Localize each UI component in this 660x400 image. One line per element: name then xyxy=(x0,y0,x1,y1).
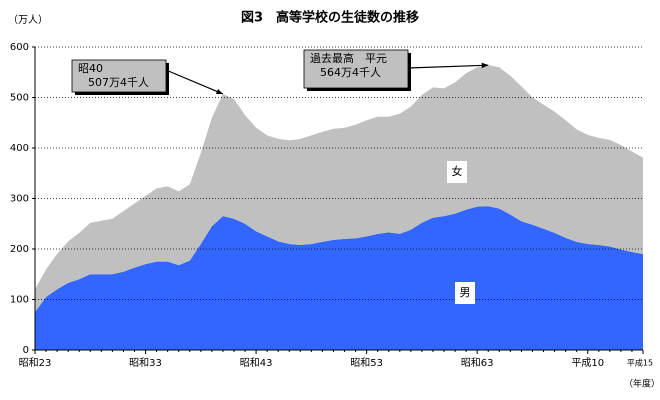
annotation-text: 564万4千人 xyxy=(320,66,381,79)
y-tick-label: 500 xyxy=(10,93,29,104)
series-label: 男 xyxy=(460,286,471,299)
annotation-text: 過去最高 平元 xyxy=(310,51,387,65)
arrow-head xyxy=(215,88,223,94)
x-tick-label: 平成15 xyxy=(627,358,653,368)
annotation-text: 507万4千人 xyxy=(88,76,149,89)
x-unit: （年度） xyxy=(624,378,660,390)
series-label-box xyxy=(455,282,475,304)
y-tick-label: 400 xyxy=(10,143,29,154)
area xyxy=(35,206,643,350)
y-unit: （万人） xyxy=(8,14,48,26)
annotation-box xyxy=(303,49,409,89)
arrow-head xyxy=(481,62,489,69)
y-tick-label: 200 xyxy=(10,244,29,255)
y-tick-label: 100 xyxy=(10,295,29,306)
x-tick-label: 平成10 xyxy=(571,357,604,369)
y-tick-label: 0 xyxy=(23,345,29,356)
chart-title: 図3 高等学校の生徒数の推移 xyxy=(241,10,419,26)
x-tick-label: 昭和33 xyxy=(129,357,162,369)
annotation-text: 昭40 xyxy=(78,62,103,75)
x-tick-label: 昭和53 xyxy=(350,357,383,369)
annotation-arrow xyxy=(407,64,489,69)
annotation-box xyxy=(71,59,167,93)
y-tick-label: 600 xyxy=(10,42,29,53)
series-label: 女 xyxy=(452,164,463,178)
series-label-box xyxy=(447,161,467,183)
annotation-arrow xyxy=(165,69,224,95)
x-tick-label: 昭和63 xyxy=(461,357,494,369)
x-tick-label: 昭和23 xyxy=(19,357,52,369)
x-tick-label: 昭和43 xyxy=(240,357,273,369)
area xyxy=(35,65,643,313)
y-tick-label: 300 xyxy=(10,194,29,205)
